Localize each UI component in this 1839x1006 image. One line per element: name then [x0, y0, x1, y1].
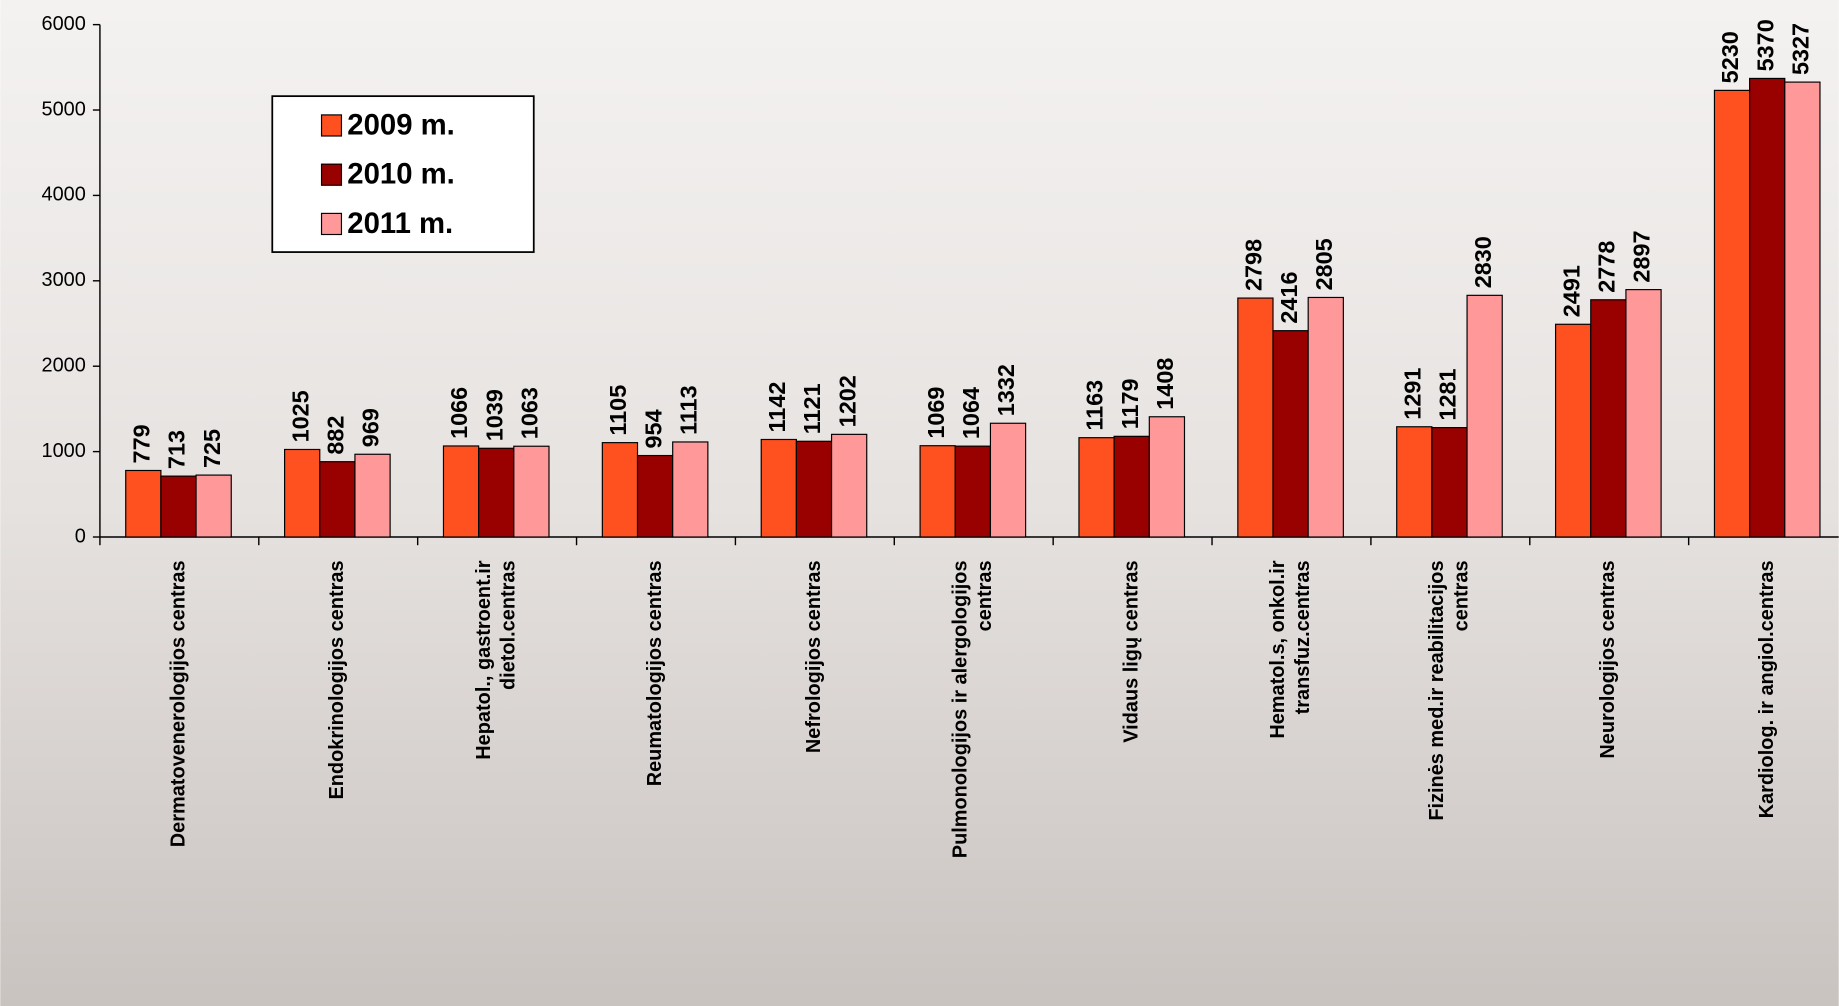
- bar: [989, 422, 1027, 538]
- x-tick-label: Hematol.s, onkol.ir transfuz.centras: [1267, 560, 1314, 738]
- legend-label: 2010 m.: [347, 158, 455, 191]
- data-label: 5327: [1788, 23, 1814, 75]
- x-tick-label: Hepatol., gastroent.ir dietol.centras: [473, 560, 520, 759]
- bar: [513, 445, 550, 538]
- data-label: 2778: [1594, 241, 1620, 293]
- x-tick-label: Endokrinologijos centras: [327, 560, 349, 799]
- bar: [1431, 427, 1468, 538]
- x-tick-label: Dermatovenerologijos centras: [168, 560, 190, 847]
- bar: [1148, 416, 1186, 538]
- data-label: 882: [323, 416, 349, 455]
- bar: [760, 438, 797, 538]
- bar: [1625, 289, 1662, 538]
- bar: [1784, 81, 1821, 538]
- y-tick-label: 5000: [42, 98, 86, 120]
- bar: [478, 447, 515, 538]
- data-label: 2798: [1241, 239, 1267, 291]
- data-label: 5370: [1752, 19, 1778, 71]
- data-label: 1291: [1399, 368, 1425, 420]
- data-label: 1142: [764, 382, 790, 433]
- bar: [1466, 294, 1503, 538]
- data-label: 713: [164, 430, 190, 469]
- data-label: 2805: [1311, 238, 1337, 290]
- bar: [1749, 77, 1786, 538]
- bar: [442, 445, 480, 538]
- bar: [830, 433, 868, 538]
- legend-label: 2009 m.: [347, 108, 455, 141]
- legend-swatch: [320, 114, 343, 137]
- bar: [636, 454, 674, 538]
- data-label: 1069: [923, 387, 949, 439]
- data-label: 1332: [993, 364, 1019, 416]
- bar: [1713, 89, 1751, 538]
- legend-label: 2011 m.: [347, 207, 453, 240]
- y-tick-label: 6000: [42, 13, 86, 35]
- data-label: 954: [640, 409, 666, 448]
- bar: [1590, 299, 1627, 538]
- legend-swatch: [320, 212, 343, 236]
- x-tick-label: Nefrologijos centras: [803, 560, 825, 753]
- bar: [1307, 296, 1344, 538]
- x-tick-label: Reumatologijos centras: [644, 560, 666, 786]
- y-tick-label: 4000: [42, 184, 86, 206]
- data-label: 1408: [1152, 358, 1178, 410]
- bar: [195, 474, 232, 538]
- bar: [795, 440, 833, 538]
- bar: [319, 461, 356, 538]
- y-tick-label: 0: [75, 525, 86, 547]
- bar: [954, 445, 992, 538]
- data-label: 779: [128, 424, 154, 463]
- y-tick-label: 2000: [42, 354, 86, 376]
- data-label: 1179: [1117, 378, 1143, 429]
- bar: [160, 475, 197, 538]
- bar: [354, 453, 391, 538]
- y-tick-label: 3000: [42, 269, 86, 291]
- data-label: 1113: [675, 385, 701, 435]
- x-tick-label: Vidaus ligų centras: [1121, 560, 1143, 742]
- legend-swatch: [320, 163, 343, 186]
- data-label: 1281: [1435, 368, 1461, 420]
- data-label: 2416: [1276, 272, 1302, 324]
- data-label: 1163: [1082, 380, 1108, 431]
- bar: [1078, 437, 1115, 538]
- data-label: 1202: [834, 375, 860, 427]
- bar: [1237, 297, 1274, 538]
- data-label: 1066: [446, 387, 472, 439]
- data-label: 1064: [958, 387, 984, 439]
- data-label: 1063: [517, 387, 543, 439]
- data-label: 2491: [1558, 265, 1584, 317]
- data-label: 2830: [1470, 236, 1496, 288]
- data-label: 5230: [1717, 31, 1743, 83]
- bar: [125, 469, 162, 538]
- data-label: 1039: [481, 389, 507, 441]
- x-tick-label: Kardiolog. ir angiol.centras: [1756, 560, 1778, 818]
- bar: [1554, 323, 1592, 538]
- data-label: 969: [358, 408, 384, 447]
- bar: [672, 441, 709, 538]
- y-tick-label: 1000: [42, 440, 86, 462]
- bar: [284, 448, 321, 538]
- bar: [919, 445, 956, 538]
- x-tick-label: Neurologijos centras: [1597, 560, 1619, 758]
- data-label: 1025: [287, 390, 313, 442]
- data-label: 725: [199, 429, 225, 468]
- bar: [1272, 330, 1309, 538]
- bar: [1113, 435, 1150, 538]
- data-label: 1105: [605, 385, 631, 436]
- data-label: 2897: [1629, 230, 1655, 282]
- x-tick-label: Fizinės med.ir reabilitacijos centras: [1426, 560, 1473, 820]
- data-label: 1121: [799, 383, 825, 434]
- legend-box: [271, 95, 535, 253]
- x-tick-label: Pulmonologijos ir alergologijos centras: [950, 560, 997, 858]
- bar: [601, 442, 639, 538]
- bar: [1396, 426, 1433, 538]
